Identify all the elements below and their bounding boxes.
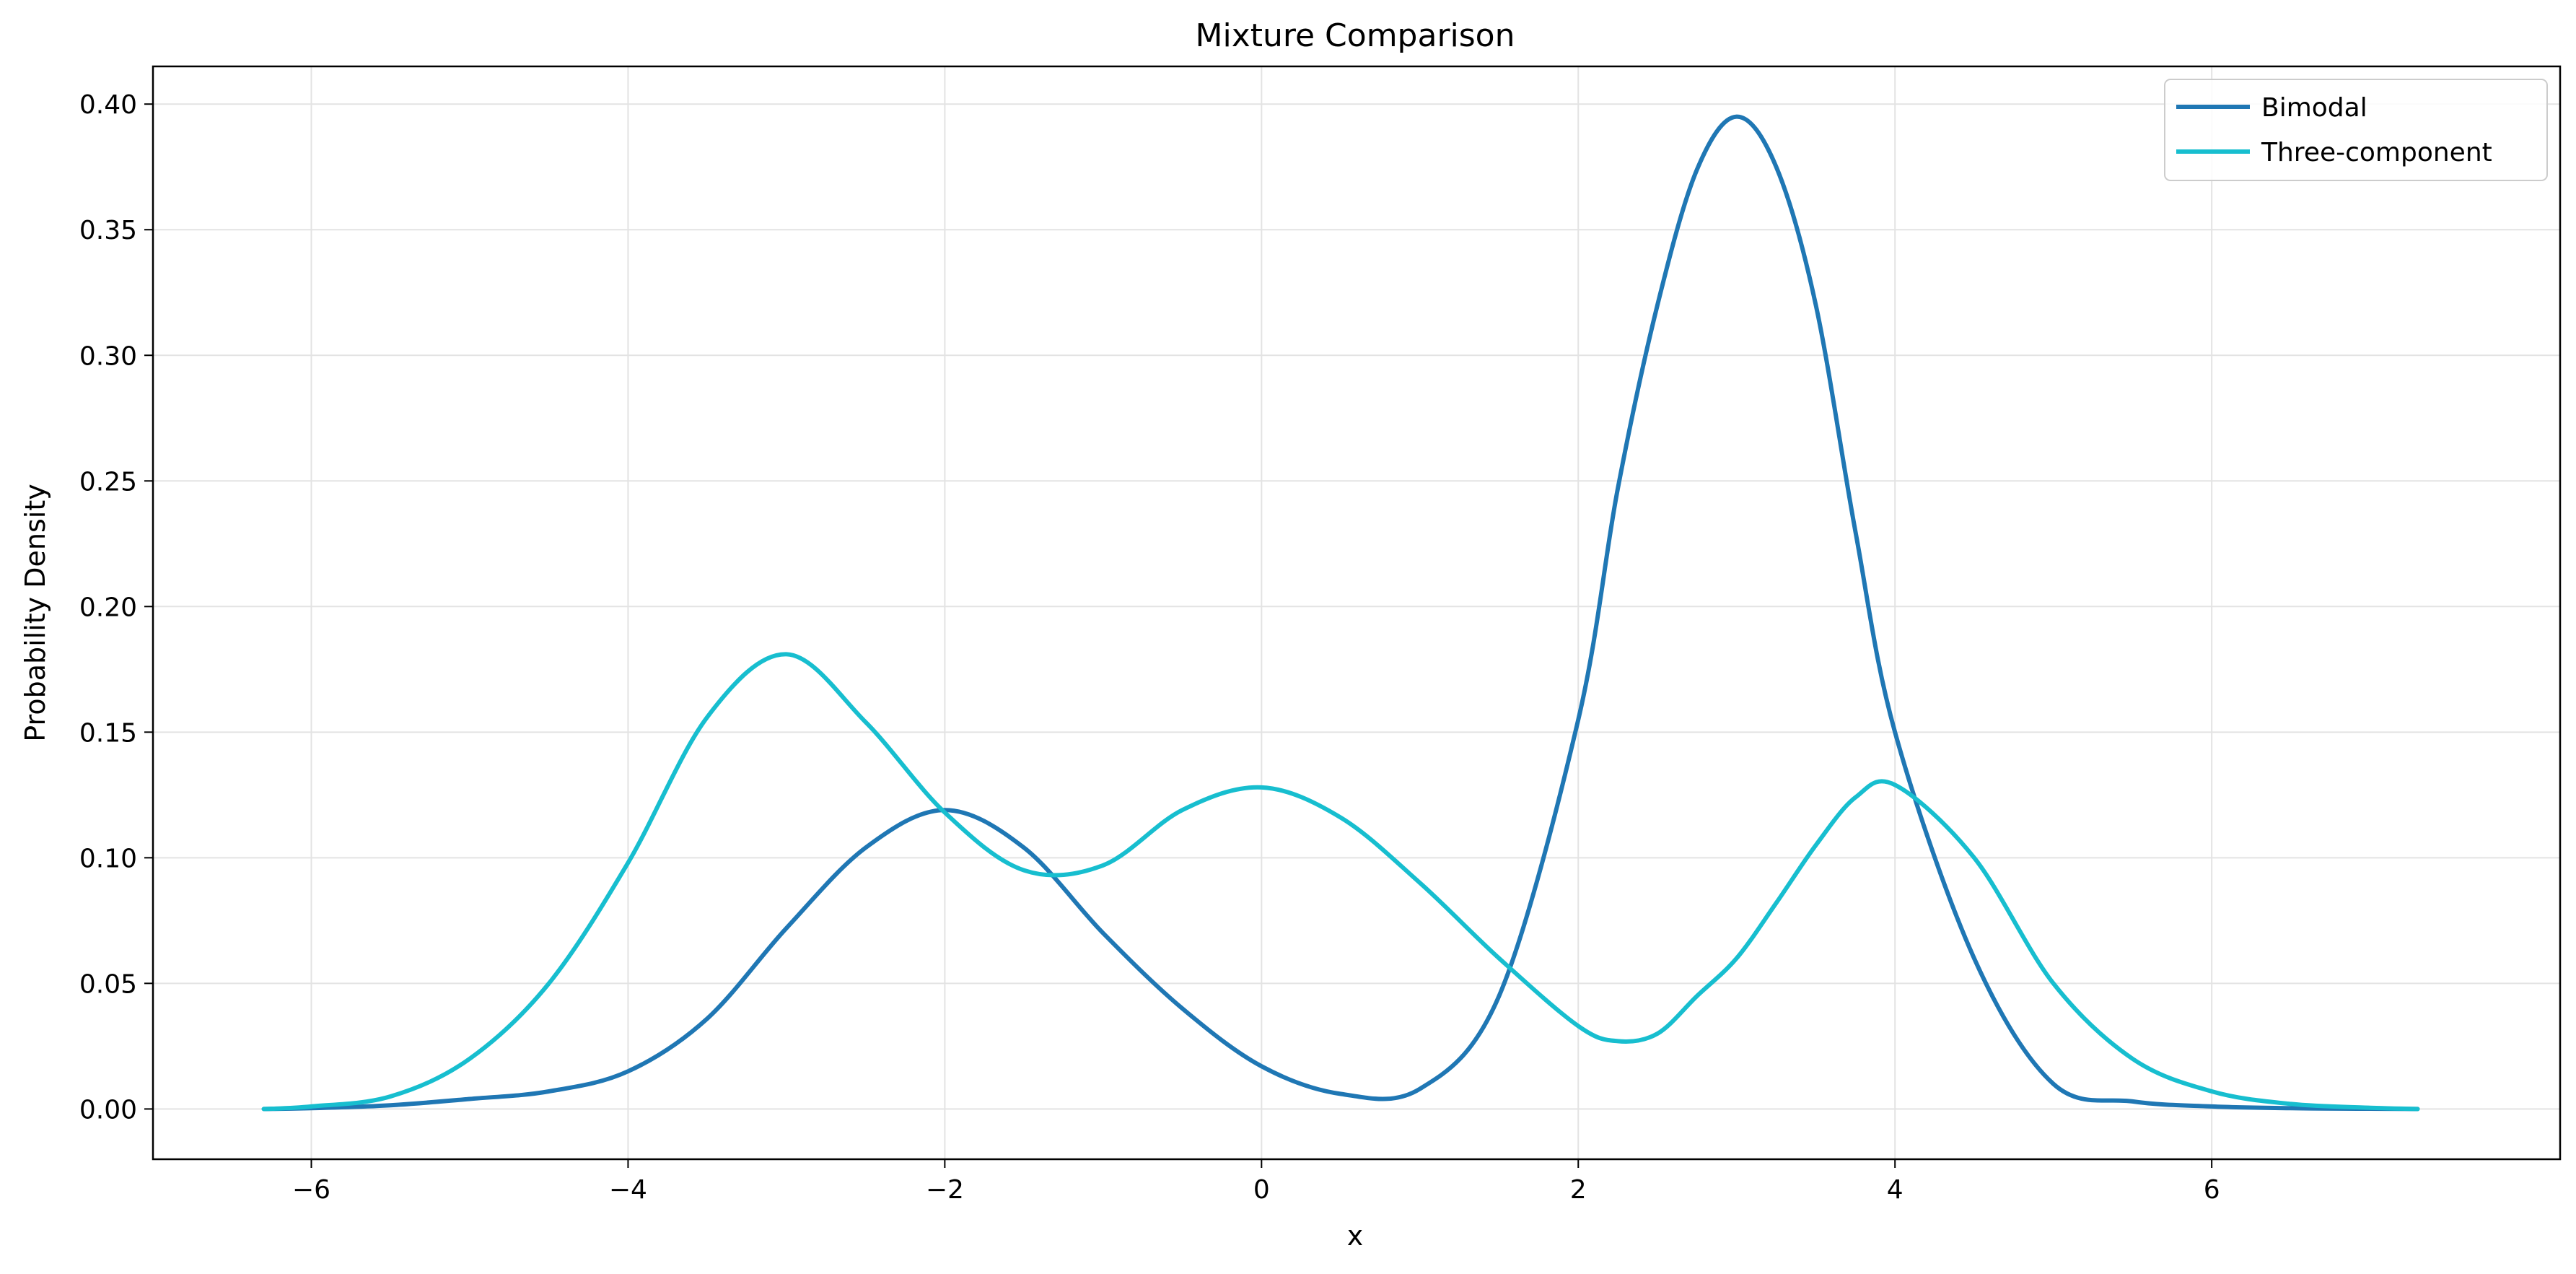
y-tick-label: 0.00 (79, 1095, 137, 1125)
y-tick-label: 0.10 (79, 844, 137, 873)
y-axis-label: Probability Density (19, 484, 51, 741)
x-tick-label: 0 (1253, 1175, 1270, 1205)
y-tick-label: 0.25 (79, 467, 137, 497)
legend-label-three-component: Three-component (2261, 138, 2492, 167)
plot-frame (152, 65, 2562, 1161)
y-tick-label: 0.40 (79, 90, 137, 120)
legend-box (2164, 79, 2548, 181)
x-axis-label: x (1347, 1220, 1364, 1252)
x-tick-label: −6 (292, 1175, 330, 1205)
chart-title: Mixture Comparison (1196, 17, 1515, 54)
legend-label-bimodal: Bimodal (2261, 93, 2367, 123)
series-line-three-component (261, 652, 2420, 1112)
y-tick-label: 0.15 (79, 718, 137, 748)
x-tick-label: 4 (1887, 1175, 1903, 1205)
legend: Bimodal Three-component (2164, 79, 2548, 181)
series-lines (261, 114, 2420, 1112)
x-tick-label: −4 (609, 1175, 647, 1205)
series-line-bimodal (261, 114, 2420, 1112)
y-tick-label: 0.35 (79, 216, 137, 245)
y-tick-label: 0.20 (79, 593, 137, 622)
x-tick-label: −2 (926, 1175, 964, 1205)
y-tick-label: 0.05 (79, 969, 137, 999)
x-tick-label: 6 (2204, 1175, 2220, 1205)
x-tick-label: 2 (1570, 1175, 1587, 1205)
y-tick-label: 0.30 (79, 341, 137, 371)
grid (153, 66, 2560, 1159)
axis-ticks: −6 −4 −2 0 2 4 6 0.00 0.05 0.10 0.15 0.20 0.25 0.30 0.… (79, 90, 2220, 1205)
